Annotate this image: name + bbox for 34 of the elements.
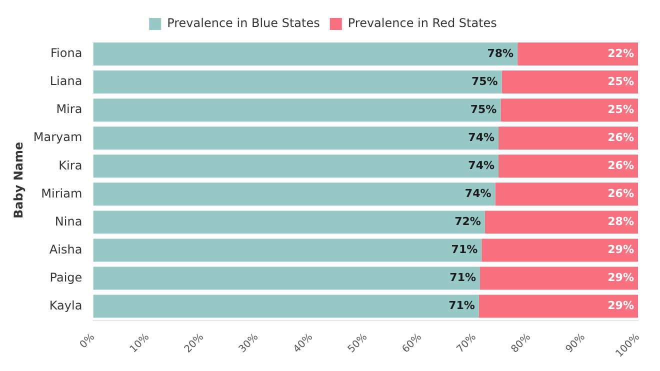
data-label: 29% [608, 271, 634, 284]
y-tick-label: Liana [50, 74, 82, 88]
x-tick-label: 0% [78, 332, 98, 351]
y-tick-label: Maryam [33, 130, 82, 144]
data-label: 74% [468, 130, 495, 144]
y-tick-label: Miriam [41, 186, 82, 200]
data-label: 74% [464, 187, 492, 200]
y-tick-label: Kira [58, 158, 82, 172]
data-label: 71% [451, 243, 478, 256]
data-label: 75% [470, 102, 497, 116]
y-tick-label: Kayla [49, 298, 82, 312]
data-label: 71% [450, 271, 476, 284]
y-tick-label: Nina [54, 214, 82, 228]
data-label: 25% [608, 102, 634, 116]
data-label: 78% [487, 46, 514, 60]
data-label: 71% [448, 299, 475, 312]
y-tick-label: Paige [50, 270, 82, 284]
data-label: 22% [608, 46, 634, 60]
data-label: 29% [608, 299, 634, 312]
data-label: 25% [608, 74, 634, 88]
data-label: 75% [471, 74, 498, 88]
data-label: 74% [468, 158, 495, 172]
y-tick-label: Fiona [50, 46, 82, 60]
y-tick-label: Mira [56, 102, 82, 116]
data-label: 72% [454, 215, 481, 228]
data-label: 26% [608, 187, 634, 200]
data-label: 26% [608, 130, 634, 144]
legend-label: Prevalence in Blue States [167, 16, 320, 30]
legend-label: Prevalence in Red States [348, 16, 497, 30]
data-label: 29% [608, 243, 634, 256]
data-label: 26% [608, 158, 634, 172]
y-tick-label: Aisha [49, 242, 82, 256]
y-axis-title: Baby Name [11, 142, 26, 218]
data-label: 28% [608, 215, 634, 228]
